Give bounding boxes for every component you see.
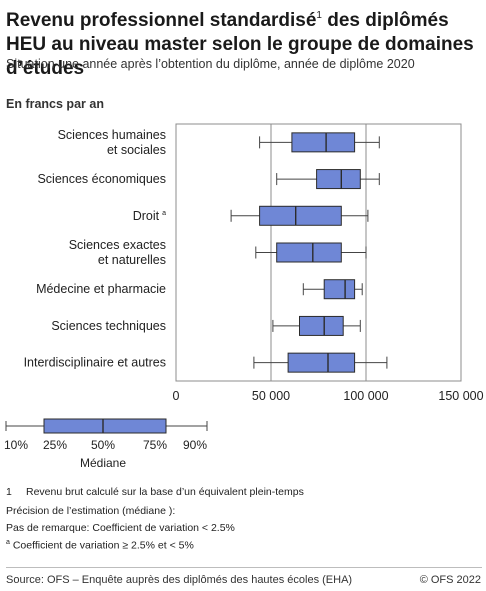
category-label: Sciences exactes	[69, 238, 166, 252]
category-label: Interdisciplinaire et autres	[24, 356, 166, 370]
copyright-text: © OFS 2022	[419, 574, 481, 586]
chart-title-rest: des diplômés HEU au niveau master selon …	[6, 10, 474, 79]
chart-subtitle: Situation une année après l’obtention du…	[6, 57, 415, 71]
precision-a: a Coefficient de variation ≥ 2.5% et < 5…	[6, 539, 194, 552]
x-tick-label: 100 000	[343, 389, 388, 403]
category-label: Droit a	[133, 209, 166, 223]
x-tick-label: 50 000	[252, 389, 290, 403]
precision-none: Pas de remarque: Coefficient de variatio…	[6, 522, 235, 534]
legend-median-label: Médiane	[80, 456, 126, 470]
category-label: Sciences techniques	[51, 319, 166, 333]
chart-title-main: Revenu professionnel standardisé	[6, 10, 317, 31]
footnote-1-text: Revenu brut calculé sur la base d’un équ…	[26, 486, 304, 498]
chart-title: Revenu professionnel standardisé1 des di…	[6, 4, 482, 81]
category-label: et sociales	[107, 143, 166, 157]
box-iqr	[316, 169, 361, 190]
legend-label: 25%	[43, 438, 67, 452]
x-tick-label: 150 000	[438, 389, 483, 403]
category-note-marker: a	[162, 210, 166, 217]
box-iqr	[276, 242, 342, 263]
category-label: et naturelles	[98, 253, 166, 267]
box-iqr	[287, 352, 356, 373]
plot-frame	[175, 123, 462, 382]
box-iqr	[299, 315, 344, 336]
title-footnote-marker: 1	[316, 10, 322, 21]
precision-a-marker: a	[6, 539, 10, 546]
category-label: Sciences économiques	[37, 172, 166, 186]
category-label: Sciences humaines	[58, 128, 166, 142]
legend-label: 10%	[4, 438, 28, 452]
legend-label: 75%	[143, 438, 167, 452]
footnote-1-marker: 1	[6, 486, 12, 498]
box-iqr	[259, 205, 342, 226]
x-tick-label: 0	[173, 389, 180, 403]
legend-box	[43, 418, 167, 434]
footnote-1: 1 Revenu brut calculé sur la base d’un éq…	[6, 486, 304, 498]
box-iqr	[323, 279, 356, 300]
source-text: Source: OFS – Enquête auprès des diplômé…	[6, 574, 353, 586]
category-label: Médecine et pharmacie	[36, 282, 166, 296]
box-iqr	[291, 132, 356, 153]
legend-label: 50%	[91, 438, 115, 452]
precision-a-text: Coefficient de variation ≥ 2.5% et < 5%	[9, 539, 194, 552]
unit-label: En francs par an	[6, 97, 104, 111]
legend-label: 90%	[183, 438, 207, 452]
footer-divider	[6, 567, 482, 568]
precision-title: Précision de l’estimation (médiane ):	[6, 505, 176, 517]
